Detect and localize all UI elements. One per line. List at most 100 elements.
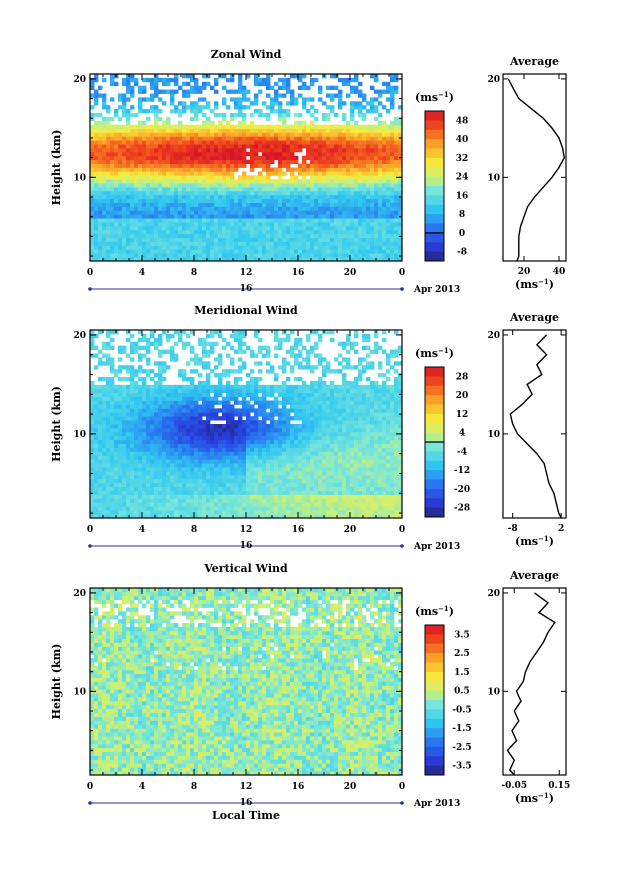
heatmap-cell — [378, 155, 383, 161]
heatmap-cell — [110, 408, 115, 413]
heatmap-cell — [206, 74, 211, 79]
heatmap-cell — [326, 249, 331, 254]
heatmap-cell — [210, 155, 215, 161]
heatmap-cell — [342, 81, 347, 87]
heatmap-cell — [242, 392, 247, 397]
heatmap-cell — [146, 140, 151, 145]
heatmap-cell — [118, 93, 123, 98]
heatmap-cell — [330, 202, 335, 207]
heatmap-cell — [178, 498, 183, 503]
heatmap-cell — [230, 408, 235, 413]
heatmap-cell — [206, 361, 211, 366]
heatmap-cell — [170, 183, 175, 188]
heatmap-cell — [254, 467, 259, 472]
heatmap-cell — [198, 190, 203, 196]
heatmap-cell — [190, 490, 195, 495]
heatmap-cell — [302, 179, 307, 184]
heatmap-cell — [114, 175, 119, 180]
heatmap-cell — [110, 253, 115, 258]
heatmap-cell — [398, 222, 403, 227]
heatmap-cell — [214, 384, 219, 390]
heatmap-cell — [318, 89, 323, 94]
heatmap-cell — [106, 510, 111, 515]
heatmap-cell — [390, 144, 395, 149]
heatmap-cell — [370, 245, 375, 250]
heatmap-cell — [334, 253, 339, 258]
heatmap-cell — [142, 183, 147, 188]
heatmap-cell — [190, 245, 195, 250]
heatmap-cell — [370, 190, 375, 196]
heatmap-cell — [166, 400, 171, 405]
heatmap-cell — [150, 85, 155, 90]
heatmap-cell — [210, 416, 215, 421]
heatmap-cell — [98, 498, 103, 503]
heatmap-cell — [394, 179, 399, 184]
heatmap-cell — [302, 253, 307, 258]
heatmap-cell — [342, 140, 347, 145]
heatmap-cell — [278, 124, 283, 129]
heatmap-cell — [90, 116, 95, 122]
heatmap-cell — [206, 151, 211, 157]
heatmap-cell — [282, 183, 287, 188]
heatmap-cell — [178, 171, 183, 176]
heatmap-cell — [182, 369, 187, 374]
heatmap-cell — [110, 361, 115, 366]
heatmap-cell — [202, 396, 207, 401]
heatmap-cell — [130, 443, 135, 448]
heatmap-cell — [338, 105, 343, 110]
heatmap-cell — [306, 257, 311, 262]
heatmap-cell — [322, 163, 327, 168]
heatmap-cell — [326, 179, 331, 184]
heatmap-cell — [210, 478, 215, 484]
x-tick-label: 16 — [292, 268, 305, 278]
heatmap-cell — [146, 388, 151, 394]
heatmap-cell — [322, 159, 327, 165]
heatmap-cell — [210, 474, 215, 480]
heatmap-cell — [182, 155, 187, 161]
heatmap-cell — [242, 225, 247, 231]
heatmap-cell — [146, 443, 151, 448]
heatmap-cell — [330, 218, 335, 223]
heatmap-cell — [154, 144, 159, 149]
heatmap-cell — [298, 128, 303, 133]
heatmap-cell — [310, 128, 315, 133]
heatmap-cell — [398, 179, 403, 184]
heatmap-cell — [338, 183, 343, 188]
heatmap-cell — [150, 218, 155, 223]
heatmap-cell — [110, 175, 115, 180]
heatmap-cell — [202, 124, 207, 129]
heatmap-cell — [134, 514, 139, 519]
heatmap-cell — [130, 494, 135, 499]
heatmap-cell — [398, 144, 403, 149]
heatmap-cell — [126, 144, 131, 149]
heatmap-cell — [94, 333, 99, 339]
heatmap-cell — [202, 222, 207, 227]
heatmap-cell — [330, 183, 335, 188]
heatmap-cell — [278, 140, 283, 145]
heatmap-cell — [378, 93, 383, 98]
heatmap-cell — [94, 233, 99, 239]
heatmap-cell — [178, 190, 183, 196]
heatmap-cell — [158, 474, 163, 480]
heatmap-cell — [370, 109, 375, 114]
heatmap-cell — [154, 400, 159, 405]
heatmap-cell — [342, 144, 347, 149]
heatmap-cell — [250, 233, 255, 239]
heatmap-cell — [134, 404, 139, 409]
heatmap-cell — [262, 222, 267, 227]
heatmap-cell — [230, 416, 235, 421]
heatmap-cell — [338, 93, 343, 98]
heatmap-cell — [234, 412, 239, 417]
heatmap-cell — [94, 392, 99, 397]
heatmap-cell — [202, 194, 207, 200]
heatmap-cell — [326, 159, 331, 165]
heatmap-cell — [210, 451, 215, 456]
heatmap-cell — [234, 459, 239, 464]
heatmap-cell — [222, 112, 227, 118]
heatmap-cell — [274, 214, 279, 219]
heatmap-cell — [210, 404, 215, 409]
heatmap-cell — [334, 229, 339, 235]
heatmap-cell — [170, 151, 175, 157]
heatmap-cell — [394, 206, 399, 211]
heatmap-cell — [218, 443, 223, 448]
